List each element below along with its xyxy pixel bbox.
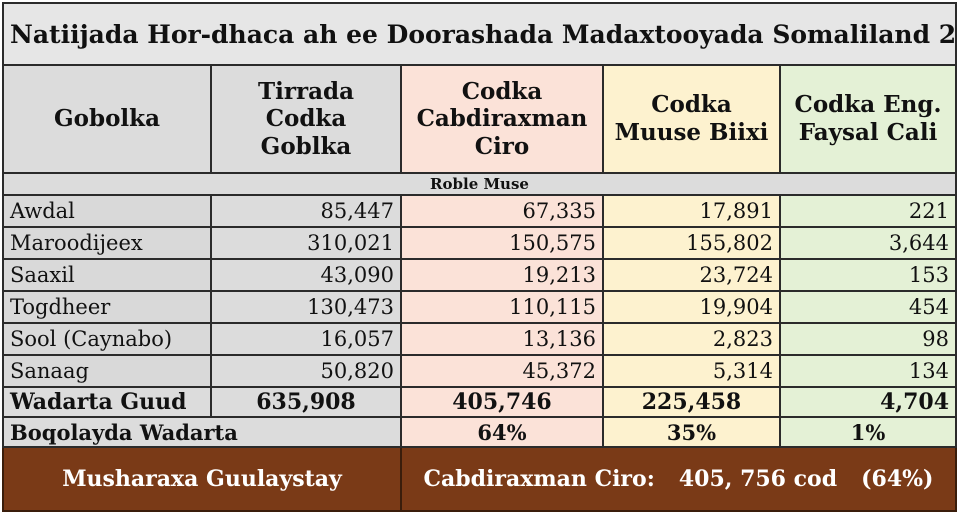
totals-cirro: 405,746 <box>400 386 604 418</box>
winner-label: Musharaxa Guulaystay <box>2 446 402 512</box>
cell-region: Awdal <box>2 194 212 228</box>
cell-biixi: 2,823 <box>602 322 781 356</box>
cell-region: Sanaag <box>2 354 212 388</box>
totals-total: 635,908 <box>210 386 402 418</box>
cell-region: Togdheer <box>2 290 212 324</box>
percentages-biixi: 35% <box>602 416 781 448</box>
cell-total: 43,090 <box>210 258 402 292</box>
percentages-faysal: 1% <box>779 416 957 448</box>
table-row: Saaxil 43,090 19,213 23,724 153 <box>2 258 957 292</box>
winner-name: Cabdiraxman Ciro: <box>423 466 655 492</box>
winner-percentage: (64%) <box>861 466 934 492</box>
table-row: Sanaag 50,820 45,372 5,314 134 <box>2 354 957 388</box>
cell-faysal: 134 <box>779 354 957 388</box>
header-region: Gobolka <box>2 64 212 174</box>
totals-biixi: 225,458 <box>602 386 781 418</box>
cell-faysal: 98 <box>779 322 957 356</box>
cell-cirro: 19,213 <box>400 258 604 292</box>
cell-faysal: 153 <box>779 258 957 292</box>
cell-region: Sool (Caynabo) <box>2 322 212 356</box>
cell-region: Saaxil <box>2 258 212 292</box>
percentages-cirro: 64% <box>400 416 604 448</box>
cell-cirro: 150,575 <box>400 226 604 260</box>
table-row: Sool (Caynabo) 16,057 13,136 2,823 98 <box>2 322 957 356</box>
totals-row: Wadarta Guud 635,908 405,746 225,458 4,7… <box>2 386 957 418</box>
cell-faysal: 3,644 <box>779 226 957 260</box>
header-total-votes: Tirrada Codka Goblka <box>210 64 402 174</box>
table-row: Awdal 85,447 67,335 17,891 221 <box>2 194 957 228</box>
totals-faysal: 4,704 <box>779 386 957 418</box>
cell-cirro: 45,372 <box>400 354 604 388</box>
cell-total: 16,057 <box>210 322 402 356</box>
header-cirro: Codka Cabdiraxman Ciro <box>400 64 604 174</box>
cell-faysal: 221 <box>779 194 957 228</box>
results-table: Natiijada Hor-dhaca ah ee Doorashada Mad… <box>2 2 957 512</box>
table-row: Togdheer 130,473 110,115 19,904 454 <box>2 290 957 324</box>
cell-total: 50,820 <box>210 354 402 388</box>
percentages-row: Boqolayda Wadarta 64% 35% 1% <box>2 416 957 448</box>
cell-total: 130,473 <box>210 290 402 324</box>
cell-biixi: 5,314 <box>602 354 781 388</box>
cell-biixi: 155,802 <box>602 226 781 260</box>
winner-details: Cabdiraxman Ciro: 405, 756 cod (64%) <box>400 446 957 512</box>
cell-biixi: 19,904 <box>602 290 781 324</box>
subheader: Roble Muse <box>2 172 957 196</box>
header-biixi: Codka Muuse Biixi <box>602 64 781 174</box>
cell-faysal: 454 <box>779 290 957 324</box>
cell-cirro: 110,115 <box>400 290 604 324</box>
winner-votes: 405, 756 cod <box>678 466 838 492</box>
cell-biixi: 23,724 <box>602 258 781 292</box>
totals-label: Wadarta Guud <box>2 386 212 418</box>
table-title: Natiijada Hor-dhaca ah ee Doorashada Mad… <box>2 2 957 66</box>
percentages-label: Boqolayda Wadarta <box>2 416 402 448</box>
header-faysal: Codka Eng. Faysal Cali <box>779 64 957 174</box>
cell-cirro: 13,136 <box>400 322 604 356</box>
cell-region: Maroodijeex <box>2 226 212 260</box>
table-row: Maroodijeex 310,021 150,575 155,802 3,64… <box>2 226 957 260</box>
cell-biixi: 17,891 <box>602 194 781 228</box>
winner-row: Musharaxa Guulaystay Cabdiraxman Ciro: 4… <box>2 446 957 512</box>
cell-total: 85,447 <box>210 194 402 228</box>
cell-cirro: 67,335 <box>400 194 604 228</box>
cell-total: 310,021 <box>210 226 402 260</box>
